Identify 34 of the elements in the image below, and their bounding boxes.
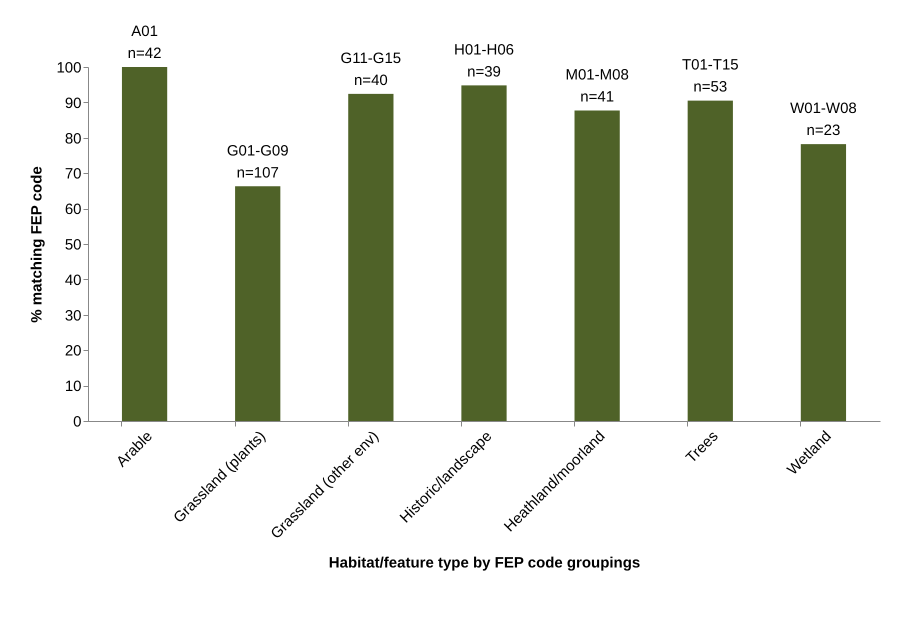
- bar: [688, 100, 733, 421]
- annotation: n=40: [354, 72, 388, 89]
- annotation: n=107: [236, 164, 279, 182]
- annotation: H01-H06: [454, 41, 514, 58]
- annotation: M01-M08: [565, 66, 629, 84]
- y-tick-label: 40: [64, 272, 82, 289]
- y-tick-label: 70: [64, 166, 82, 183]
- annotation: A01: [131, 23, 158, 40]
- annotation: n=23: [806, 122, 840, 140]
- y-tick-label: 80: [64, 130, 82, 148]
- y-tick-label: 20: [64, 342, 82, 360]
- annotation: n=41: [580, 88, 614, 106]
- annotation: G01-G09: [226, 142, 289, 160]
- y-tick-label: 100: [56, 60, 82, 76]
- annotation: T01-T15: [682, 56, 739, 74]
- bar: [574, 110, 620, 421]
- bar: [235, 186, 280, 421]
- annotation: n=39: [467, 63, 501, 80]
- y-tick-label: 50: [64, 236, 82, 254]
- y-tick-label: 60: [64, 201, 82, 218]
- annotation: G11-G15: [340, 50, 402, 67]
- bar: [348, 94, 394, 421]
- y-axis-title: % matching FEP code: [28, 166, 46, 323]
- y-tick-label: 90: [64, 94, 82, 112]
- bar: [122, 67, 168, 421]
- annotation: W01-W08: [790, 100, 857, 118]
- annotation: n=42: [128, 45, 162, 62]
- y-tick-label: 30: [64, 307, 82, 324]
- y-tick-label: 10: [64, 378, 82, 396]
- annotation: n=53: [693, 78, 728, 96]
- y-tick-label: 0: [73, 414, 82, 430]
- bar: [800, 144, 846, 421]
- bar: [461, 85, 507, 421]
- x-axis-title: Habitat/feature type by FEP code groupings: [328, 554, 640, 572]
